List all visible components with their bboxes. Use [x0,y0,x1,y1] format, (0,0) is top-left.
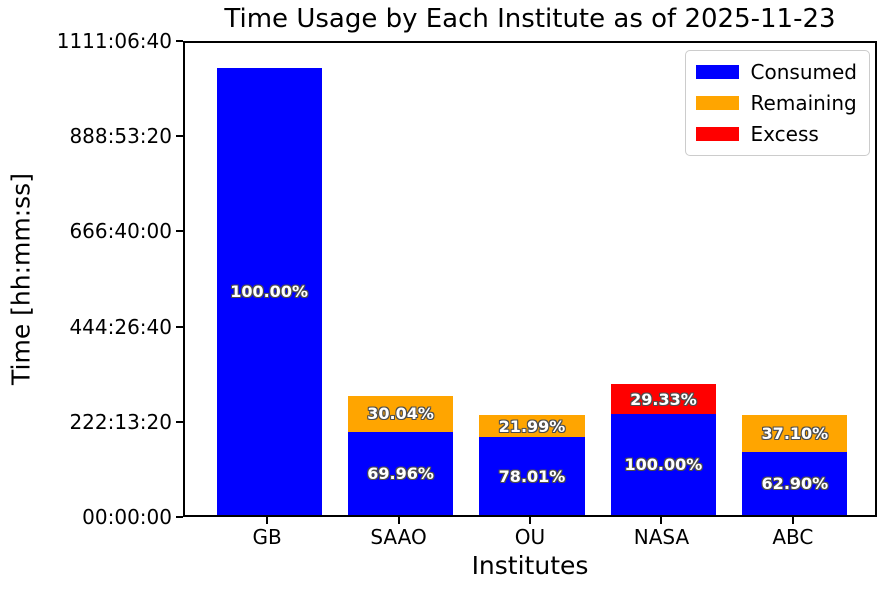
bar-percent-label: 69.96% [367,463,434,483]
legend-swatch-consumed [695,65,739,79]
legend-swatch-excess [695,127,739,141]
y-tick-label: 222:13:20 [69,409,172,434]
bar-percent-label: 62.90% [761,474,829,494]
y-tick-label: 666:40:00 [69,219,172,244]
bar-segment-gb-consumed: 100.00% [216,67,322,515]
bar-percent-label: 100.00% [624,454,703,474]
y-tick-mark [176,420,183,423]
y-tick-label: 888:53:20 [69,124,172,149]
bar-percent-label: 21.99% [498,416,566,436]
x-axis-label: Institutes [471,551,589,580]
y-axis-label: Time [hh:mm:ss] [6,173,36,385]
y-tick-mark [176,325,183,328]
y-tick-mark [176,230,183,233]
bar-segment-abc-consumed: 62.90% [742,452,848,515]
y-tick-mark [176,516,183,518]
bar-segment-ou-remaining: 21.99% [479,415,585,438]
x-tick-mark [266,517,269,524]
x-tick-mark [529,517,531,524]
bar-segment-saao-consumed: 69.96% [347,431,454,515]
bar-percent-label: 37.10% [761,424,829,444]
y-tick-mark [176,40,183,42]
plot-area: 100.00% 69.96% 30.04% 78.01% 21.99% 100.00% 29… [183,41,877,517]
y-tick-label: 444:26:40 [69,314,172,339]
bar-segment-abc-remaining: 37.10% [742,415,848,453]
y-tick-label: 1111:06:40 [56,29,172,53]
legend-item-remaining: Remaining [695,91,857,115]
x-tick-mark [660,517,663,524]
x-tick-label-nasa: NASA [633,525,690,549]
bar-percent-label: 78.01% [498,466,566,486]
bar-percent-label: 30.04% [367,404,434,424]
y-tick-mark [176,135,183,138]
legend: Consumed Remaining Excess [684,50,870,156]
x-tick-label-abc: ABC [772,525,814,549]
bar-percent-label: 100.00% [230,281,308,301]
x-tick-mark [791,517,794,524]
x-tick-label-saao: SAAO [370,525,427,549]
x-tick-label-gb: GB [252,525,282,549]
x-tick-mark [397,517,400,524]
legend-item-excess: Excess [695,122,857,146]
legend-label: Remaining [750,91,857,115]
x-tick-label-ou: OU [514,525,546,549]
bar-segment-saao-remaining: 30.04% [347,396,454,432]
bar-segment-nasa-excess: 29.33% [610,384,716,414]
legend-label: Excess [750,122,819,146]
y-tick-label: 00:00:00 [82,505,172,529]
chart-title: Time Usage by Each Institute as of 2025-… [224,4,836,34]
legend-swatch-remaining [695,96,739,110]
bar-percent-label: 29.33% [630,389,697,409]
legend-item-consumed: Consumed [695,60,857,84]
bar-segment-nasa-consumed: 100.00% [610,413,716,515]
bar-segment-ou-consumed: 78.01% [479,437,585,515]
legend-label: Consumed [750,60,857,84]
